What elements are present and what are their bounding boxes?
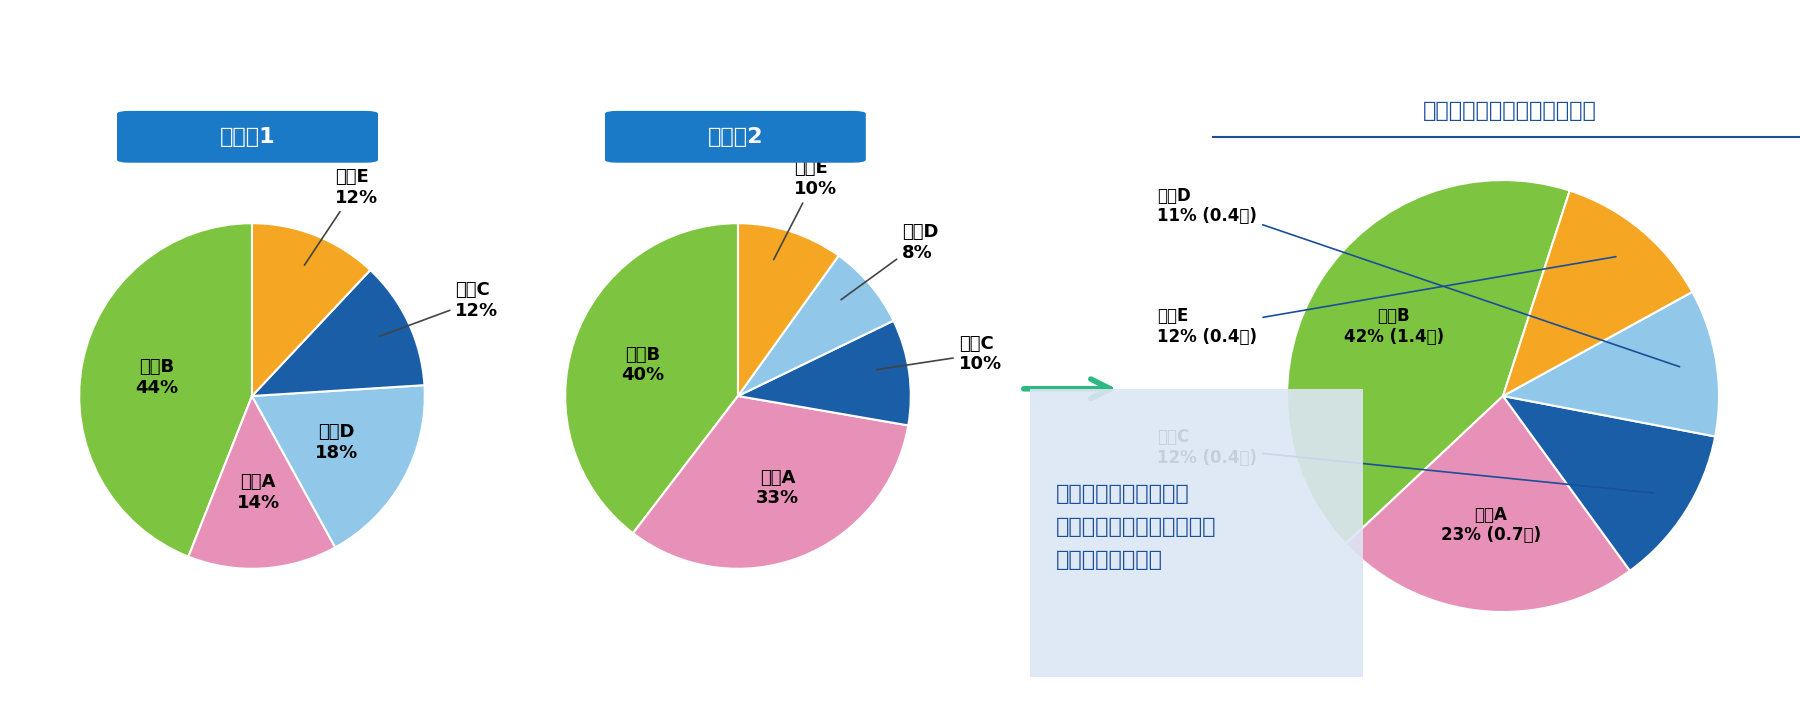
Text: 作業C
12% (0.4人): 作業C 12% (0.4人) [1157,428,1654,493]
FancyBboxPatch shape [605,111,866,163]
Text: 作業者ごとの作業比率を集計してグラフ化: 作業者ごとの作業比率を集計してグラフ化 [355,38,641,63]
Text: 作業E
12%: 作業E 12% [304,168,378,265]
Text: 作業D
8%: 作業D 8% [841,222,938,300]
Wedge shape [634,396,909,569]
Text: 作業B
40%: 作業B 40% [621,346,664,384]
FancyBboxPatch shape [117,111,378,163]
Wedge shape [252,385,425,547]
Text: 作業B
44%: 作業B 44% [135,359,178,397]
Text: 作業時間比率（作業者合計）: 作業時間比率（作業者合計） [1422,101,1597,120]
Text: 作業A
33%: 作業A 33% [756,469,799,508]
Text: 作業C
10%: 作業C 10% [877,335,1003,373]
Wedge shape [1503,292,1719,436]
Wedge shape [252,223,371,396]
Text: 作業C
12%: 作業C 12% [380,281,499,336]
Text: 作業E
10%: 作業E 10% [774,159,837,260]
Wedge shape [738,320,911,426]
Wedge shape [1346,396,1631,612]
Wedge shape [79,223,252,557]
Text: 作業者2: 作業者2 [707,127,763,147]
Text: 作業A
14%: 作業A 14% [236,473,279,512]
Wedge shape [1287,180,1570,544]
Text: 作業者全員の時間分析
により、適正な人員配置や
ラインバランスへ: 作業者全員の時間分析 により、適正な人員配置や ラインバランスへ [1057,485,1217,570]
Wedge shape [252,270,425,396]
FancyBboxPatch shape [1022,383,1370,683]
Text: 作業者1: 作業者1 [220,127,275,147]
Wedge shape [565,223,738,534]
Wedge shape [738,223,839,396]
Text: さらに作業者合計の作業時間比率も集計: さらに作業者合計の作業時間比率も集計 [1267,38,1537,63]
Wedge shape [738,256,893,396]
Text: 作業D
11% (0.4人): 作業D 11% (0.4人) [1157,186,1679,366]
Text: 作業E
12% (0.4人): 作業E 12% (0.4人) [1157,256,1616,346]
Text: 作業A
23% (0.7人): 作業A 23% (0.7人) [1440,505,1541,544]
Wedge shape [1503,191,1692,396]
Text: 作業D
18%: 作業D 18% [315,423,358,462]
Wedge shape [189,396,335,569]
Text: 作業B
42% (1.4人): 作業B 42% (1.4人) [1343,307,1444,346]
Wedge shape [1503,396,1715,571]
